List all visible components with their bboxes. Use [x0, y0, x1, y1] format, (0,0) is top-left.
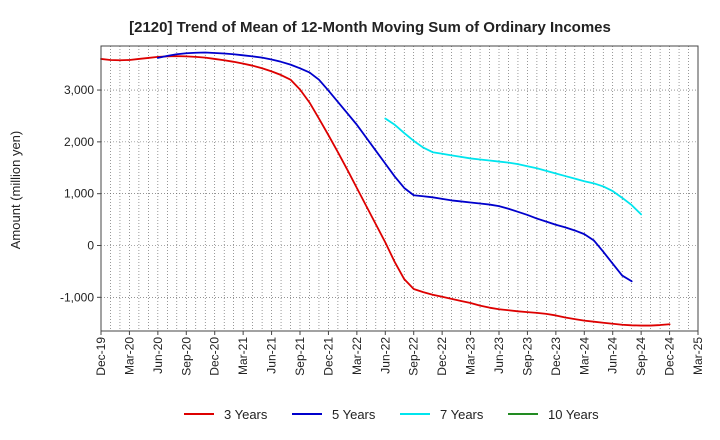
x-tick-label: Sep-21: [293, 337, 307, 376]
series-line-7-years: [384, 117, 643, 216]
x-tick-label: Mar-23: [464, 337, 478, 375]
x-tick-label: Mar-24: [577, 337, 591, 375]
legend-label: 10 Years: [548, 407, 599, 422]
grid-layer: [101, 46, 698, 331]
legend-label: 3 Years: [224, 407, 268, 422]
x-tick-label: Jun-21: [265, 337, 279, 374]
y-tick-label: 2,000: [64, 135, 94, 149]
y-tick-label: 0: [87, 239, 94, 253]
legend: 3 Years 5 Years 7 Years 10 Years: [184, 407, 599, 422]
axis-layer: 3,000 2,000 1,000 0 -1,000 Dec-19 Mar-20 Jun-20…: [60, 45, 705, 376]
x-tick-label: Dec-24: [663, 337, 677, 376]
x-tick-label: Jun-20: [151, 337, 165, 374]
x-tick-label: Jun-22: [378, 337, 392, 374]
x-tick-label: Sep-22: [407, 337, 421, 376]
series-line-5-years: [156, 51, 633, 283]
x-tick-label: Mar-20: [122, 337, 136, 375]
x-tick-label: Mar-25: [691, 337, 705, 375]
x-tick-label: Dec-20: [208, 337, 222, 376]
x-tick-label: Sep-24: [634, 337, 648, 376]
y-tick-label: 3,000: [64, 83, 94, 97]
x-tick-label: Mar-22: [350, 337, 364, 375]
chart-title: [2120] Trend of Mean of 12-Month Moving …: [129, 19, 611, 36]
x-tick-label: Sep-23: [520, 337, 534, 376]
y-tick-label: -1,000: [60, 290, 94, 304]
legend-label: 7 Years: [440, 407, 484, 422]
x-tick-label: Sep-20: [179, 337, 193, 376]
x-tick-label: Dec-22: [435, 337, 449, 376]
legend-label: 5 Years: [332, 407, 376, 422]
series-line-3-years: [100, 55, 671, 327]
series-layer: [100, 51, 671, 327]
x-tick-label: Dec-23: [549, 337, 563, 376]
y-tick-label: 1,000: [64, 187, 94, 201]
y-axis-label: Amount (million yen): [8, 131, 23, 250]
plot-border: [100, 45, 699, 332]
x-tick-label: Jun-23: [492, 337, 506, 374]
x-tick-label: Mar-21: [236, 337, 250, 375]
x-tick-label: Dec-19: [94, 337, 108, 376]
x-tick-label: Dec-21: [321, 337, 335, 376]
x-tick-label: Jun-24: [606, 337, 620, 374]
